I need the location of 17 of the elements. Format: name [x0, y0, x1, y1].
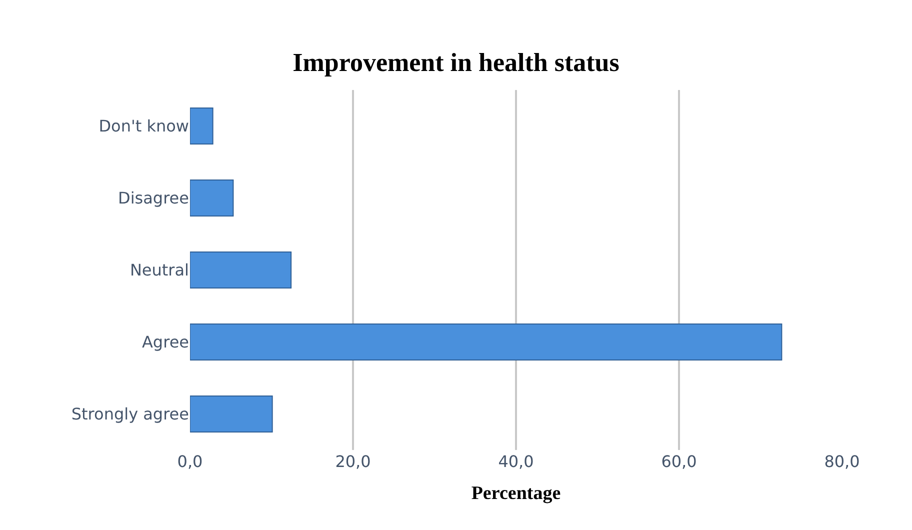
x-tick-label: 20,0: [335, 452, 371, 471]
bar: [190, 180, 234, 216]
x-tick-label: 60,0: [661, 452, 697, 471]
bar: [190, 396, 273, 432]
y-tick-label: Strongly agree: [71, 404, 189, 424]
bar: [190, 252, 292, 288]
x-tick-label: 40,0: [498, 452, 534, 471]
y-tick-label: Neutral: [130, 260, 189, 280]
bar: [190, 324, 782, 360]
x-tick-label: 80,0: [824, 452, 860, 471]
bar: [190, 108, 214, 144]
x-axis-title: Percentage: [471, 482, 561, 504]
chart-title: Improvement in health status: [292, 48, 620, 78]
y-tick-label: Disagree: [118, 188, 189, 208]
y-tick-label: Agree: [142, 332, 189, 352]
y-tick-label: Don't know: [98, 116, 189, 136]
x-tick-label: 0,0: [177, 452, 203, 471]
